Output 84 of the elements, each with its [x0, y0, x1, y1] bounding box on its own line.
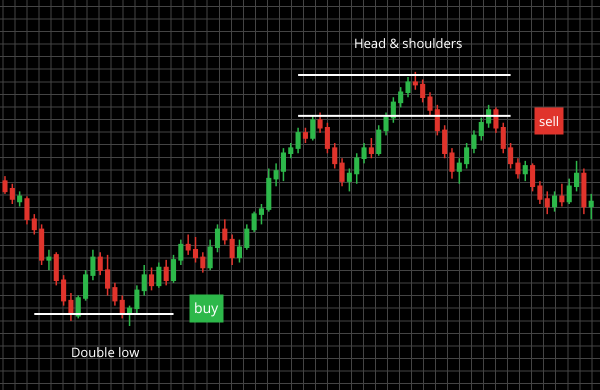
- candlestick: [427, 91, 433, 116]
- candlestick: [324, 122, 330, 154]
- candlestick: [434, 104, 440, 136]
- candlestick: [192, 236, 198, 264]
- candlestick: [222, 218, 228, 246]
- candlestick: [54, 252, 59, 286]
- candlestick: [383, 112, 389, 136]
- candlestick: [464, 142, 470, 170]
- text: Head & shoulders: [354, 34, 462, 52]
- candlestick: [478, 116, 484, 142]
- candlestick: [508, 142, 514, 170]
- candlestick: [390, 96, 396, 124]
- candlestick: [581, 168, 586, 215]
- candlestick: [32, 213, 37, 236]
- candlestick: [493, 106, 498, 134]
- candlestick: [420, 78, 426, 104]
- candlestick: [134, 284, 140, 314]
- candlestick: [346, 168, 352, 192]
- candlestick: [98, 252, 103, 276]
- text: Double low: [71, 343, 140, 361]
- candlestick: [274, 162, 279, 187]
- candlestick: [310, 114, 316, 142]
- candlestick: [127, 304, 132, 327]
- candlestick: [156, 262, 162, 289]
- candlestick: [456, 158, 462, 184]
- candlestick: [318, 112, 323, 134]
- candlestick: [112, 282, 118, 306]
- candlestick: [236, 238, 242, 264]
- candlestick: [46, 249, 52, 271]
- candlestick: [544, 190, 550, 215]
- candlestick: [178, 238, 184, 266]
- candlestick: [398, 86, 404, 108]
- candlestick: [280, 147, 286, 182]
- candlestick: [332, 142, 338, 170]
- candlestick: [530, 162, 536, 192]
- candlestick: [588, 193, 594, 220]
- candlestick: [566, 178, 572, 205]
- candlestick: [208, 238, 213, 271]
- candlestick: [515, 158, 520, 180]
- candlestick: [522, 160, 528, 182]
- candlestick: [186, 234, 191, 256]
- candlestick: [412, 71, 418, 90]
- candlestick: [258, 203, 264, 226]
- annotation: buy: [194, 299, 220, 318]
- candlestick: [214, 224, 220, 254]
- annotation: sell: [539, 112, 560, 130]
- candlestick: [288, 142, 294, 160]
- candlestick: [362, 142, 367, 164]
- candlestick: [368, 137, 374, 160]
- candlestick: [354, 152, 360, 184]
- candlestick: [76, 294, 81, 320]
- candlestick: [500, 122, 506, 154]
- candlestick: [90, 249, 96, 281]
- candlestick: [340, 158, 345, 187]
- candlestick: [552, 190, 558, 212]
- candlestick: [200, 252, 206, 274]
- candlestick: [120, 294, 125, 320]
- candlestick: [105, 254, 110, 296]
- candlestick: [2, 175, 8, 195]
- candlestick: [296, 127, 301, 154]
- candlestick: [61, 274, 66, 306]
- candlestick: [442, 124, 448, 160]
- candlestick: [266, 168, 272, 212]
- candlestick: [148, 266, 154, 292]
- candlestick: [471, 130, 477, 154]
- candlestick: [574, 160, 580, 192]
- candlestick: [83, 269, 88, 302]
- candlestick: [142, 264, 147, 296]
- candlestick: [244, 224, 250, 250]
- candlestick: [164, 259, 169, 286]
- candlestick: [10, 182, 15, 205]
- candlestick: [24, 196, 30, 226]
- candlestick: [230, 234, 235, 266]
- candlestick: [68, 292, 74, 322]
- candlestick: [559, 182, 564, 208]
- candlestick: [39, 224, 44, 266]
- candlestick: [449, 147, 455, 180]
- candlestick: [302, 127, 308, 144]
- candlestick: [170, 254, 176, 284]
- candlestick: [376, 124, 382, 156]
- candlestick: [405, 76, 411, 98]
- candlestick: [252, 210, 257, 233]
- candlestick: [17, 190, 22, 208]
- candlestick: [537, 180, 542, 205]
